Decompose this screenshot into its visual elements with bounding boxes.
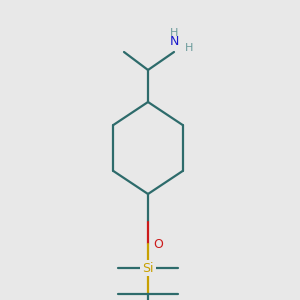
Text: O: O bbox=[153, 238, 163, 250]
Text: Si: Si bbox=[142, 262, 154, 275]
Text: H: H bbox=[185, 43, 194, 53]
Text: H: H bbox=[170, 28, 178, 38]
Text: N: N bbox=[169, 35, 179, 48]
